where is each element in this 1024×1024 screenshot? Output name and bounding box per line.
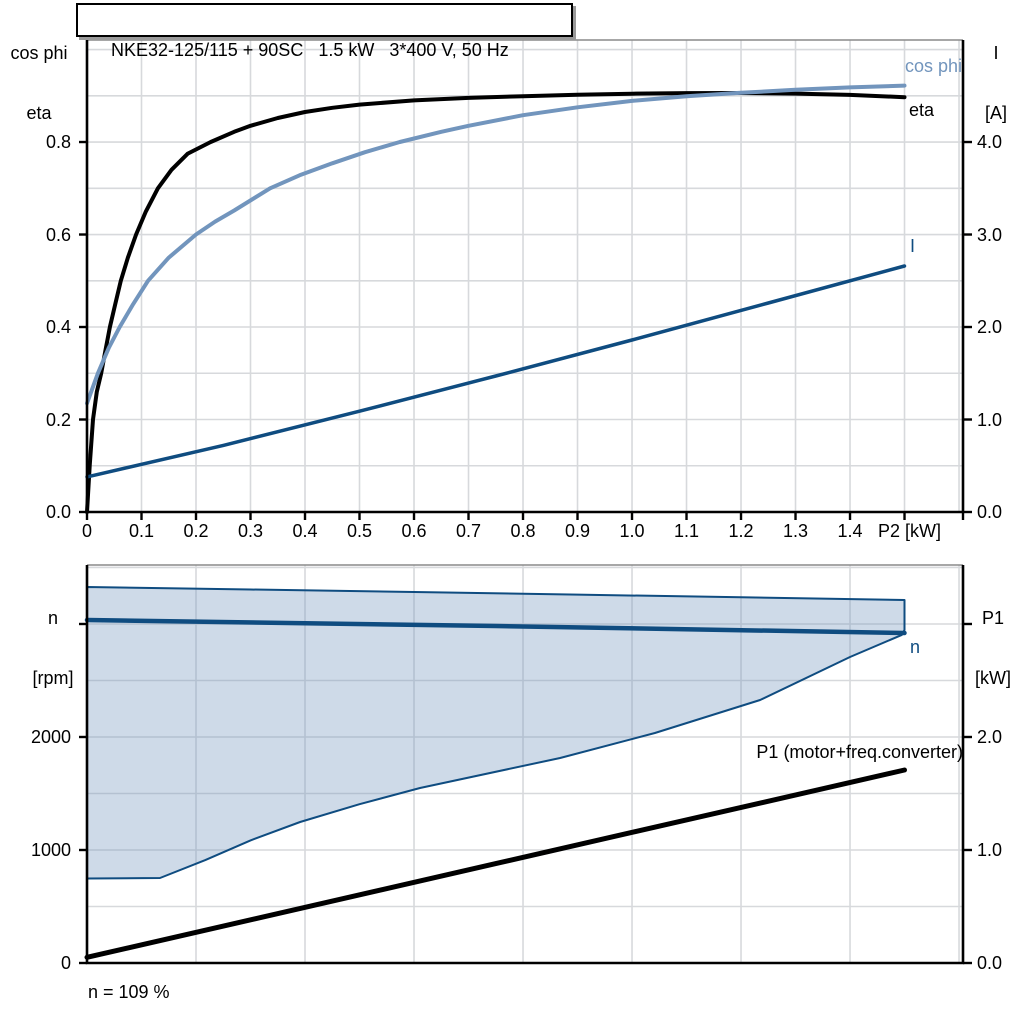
tick-label: 1000 [30,839,71,860]
tick-label: 0.3 [237,521,264,541]
curve-label-n: n [910,637,921,657]
tick-label: 0.0 [977,953,1003,973]
tick-label: 0.7 [455,521,482,541]
tick-label: 2000 [30,726,71,747]
axis-label-current: I [993,43,999,63]
tick-label: 0.5 [346,521,373,541]
curve-i [85,264,907,479]
axis-label-p1: P1 [981,608,1005,628]
tick-label: 1.4 [837,521,863,541]
top-right-axis-label: I [A] [972,3,1020,163]
tick-label: 0 [60,953,71,973]
axis-label-n-unit: [rpm] [32,668,74,688]
tick-label: 1.0 [977,839,1003,860]
curve-label-current: I [910,236,916,256]
tick-label: 0.4 [45,317,71,337]
curve-p1-motor-freq-converter- [84,767,907,960]
tick-label: 0.1 [128,521,155,541]
tick-label: 0 [81,521,92,541]
axis-label-n: n [47,608,58,628]
tick-label: 2.0 [977,317,1003,337]
chart-title-box: NKE32-125/115 + 90SC 1.5 kW 3*400 V, 50 … [76,3,573,60]
tick-label: 2.0 [977,726,1003,747]
axis-label-current-unit: [A] [984,103,1007,123]
tick-label: 1.0 [619,521,645,541]
tick-label: 0.2 [45,409,71,430]
footnote-speed-percentage: n = 109 % [88,982,170,1002]
tick-label: 0.4 [292,521,318,541]
tick-label: 0.0 [45,502,71,522]
bottom-right-axis-label: P1 [kW] [968,568,1018,728]
tick-label: 1.1 [673,521,700,541]
tick-label: 1.3 [783,521,809,541]
curve-label-p1: P1 (motor+freq.converter) [756,742,963,762]
tick-label: 0.6 [401,521,427,541]
tick-label: 4.0 [977,132,1003,153]
axis-label-eta: eta [26,103,52,123]
tick-label: 3.0 [977,224,1003,245]
axis-label-p1-unit: [kW] [975,668,1011,688]
chart-title: NKE32-125/115 + 90SC 1.5 kW 3*400 V, 50 … [111,40,509,60]
region-speed-range [86,586,906,880]
tick-label: 0.8 [510,521,536,541]
top-left-axis-label: cos phi eta [0,3,78,163]
curve-label-cosphi: cos phi [904,56,962,76]
curve-cos-phi [85,83,907,406]
tick-label: 0.2 [183,521,209,541]
tick-label: 0.6 [45,224,71,245]
bottom-left-axis-label: n [rpm] [27,568,79,728]
curve-eta [85,91,907,514]
tick-label: 0.8 [45,132,71,153]
tick-label: 1.2 [728,521,754,541]
tick-label: 0.9 [564,521,591,541]
x-axis-unit-label: P2 [kW] [878,521,942,541]
tick-label: 1.0 [977,409,1003,430]
tick-label: 0.0 [977,502,1003,522]
axis-label-cosphi: cos phi [10,43,68,63]
curve-n [84,617,907,636]
curve-label-eta: eta [909,100,935,120]
